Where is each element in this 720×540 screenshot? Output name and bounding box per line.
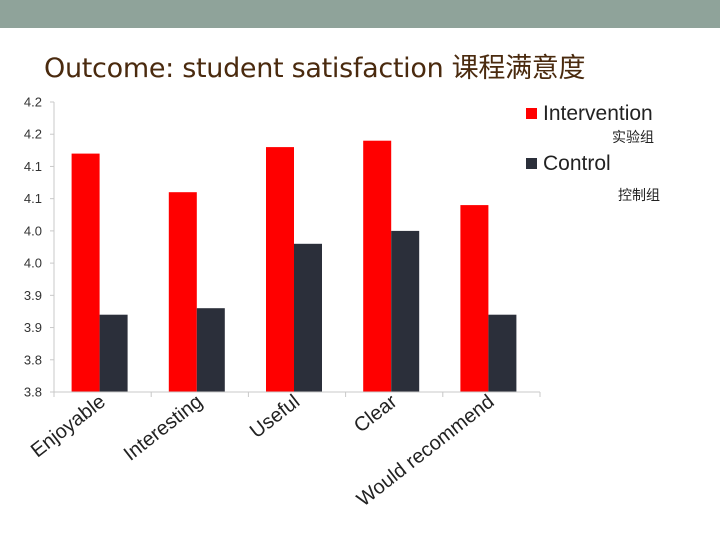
bar-control-3 — [391, 230, 420, 392]
y-tick-label: 3.9 — [24, 288, 42, 303]
bar-intervention-2 — [266, 147, 294, 392]
x-category-label: Enjoyable — [27, 391, 110, 462]
y-tick-label: 3.8 — [24, 385, 42, 400]
y-tick-label: 4.0 — [24, 256, 42, 271]
y-tick-label: 4.2 — [24, 95, 42, 110]
legend-swatch-intervention — [526, 108, 537, 119]
bar-intervention-4 — [460, 205, 489, 392]
y-tick-label: 4.0 — [24, 223, 42, 238]
y-tick-label: 4.1 — [24, 191, 42, 206]
x-category-label: Clear — [350, 390, 401, 437]
bar-control-0 — [99, 314, 128, 392]
bar-intervention-3 — [363, 140, 392, 392]
bar-intervention-0 — [71, 153, 100, 392]
bar-control-4 — [488, 314, 517, 392]
y-tick-label: 4.1 — [24, 159, 42, 174]
legend-sublabel-control: 控制组 — [618, 188, 660, 204]
x-category-label: Interesting — [120, 391, 207, 466]
slide-title: Outcome: student satisfaction 课程满意度 — [44, 53, 586, 84]
y-tick-label: 3.8 — [24, 352, 42, 367]
bar-control-1 — [196, 308, 225, 392]
top-band — [0, 0, 720, 28]
y-tick-label: 4.2 — [24, 127, 42, 142]
y-tick-label: 3.9 — [24, 320, 42, 335]
bar-intervention-1 — [168, 192, 197, 392]
legend-label-control: Control — [543, 152, 611, 175]
legend-swatch-control — [526, 158, 537, 169]
bar-control-2 — [294, 243, 322, 392]
legend-label-intervention: Intervention — [543, 102, 653, 125]
legend-sublabel-intervention: 实验组 — [612, 130, 654, 146]
x-category-label: Useful — [246, 391, 304, 443]
